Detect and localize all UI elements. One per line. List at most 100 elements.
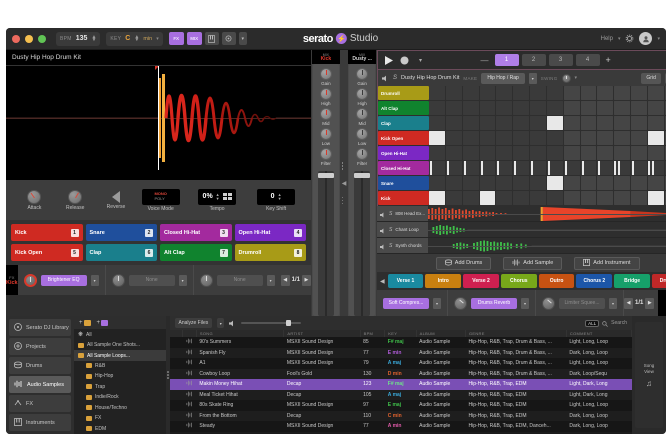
key-shift-stepper[interactable]: ▲ ▼ (277, 191, 282, 201)
tempo-value[interactable]: 0% (202, 193, 213, 200)
mixer-resize-handle[interactable]: ◀ (341, 50, 348, 316)
step-cell[interactable] (546, 176, 563, 190)
col-header-artist[interactable]: ARTIST (283, 330, 361, 337)
scene-button[interactable]: Bridge (614, 274, 650, 288)
step-row[interactable] (429, 191, 666, 205)
step-cell[interactable] (445, 86, 462, 100)
step-cell[interactable] (647, 161, 664, 175)
key-shift-display[interactable]: 0 ▲ ▼ (257, 188, 296, 205)
drum-pad[interactable]: Snare 2 (85, 224, 157, 241)
pattern-button-4[interactable]: 4 (575, 54, 600, 66)
sidebar-item-serato-dj-library[interactable]: Serato DJ Library (9, 319, 71, 336)
crate-item[interactable]: Trap (74, 382, 166, 392)
mute-icon[interactable] (380, 221, 386, 239)
fx-amount-knob[interactable] (23, 273, 37, 287)
fx-amount-knob[interactable] (454, 296, 467, 310)
step-cell[interactable] (530, 116, 546, 130)
scene-scroll-left-icon[interactable]: ◀ (380, 278, 385, 285)
fx-name[interactable]: None (216, 274, 263, 286)
audio-track-row[interactable]: S Synth chords (377, 238, 666, 254)
make-dropdown-icon[interactable]: ▾ (528, 72, 537, 84)
drum-pad[interactable]: Closed Hi-Hat 3 (160, 224, 232, 241)
step-row[interactable] (429, 146, 666, 160)
fx-amount-knob[interactable] (542, 296, 555, 310)
step-cell[interactable] (664, 101, 666, 115)
step-cell[interactable] (597, 146, 614, 160)
step-cell[interactable] (563, 161, 580, 175)
key-mode-value[interactable]: min (143, 35, 153, 42)
step-cell[interactable] (597, 101, 614, 115)
step-row[interactable] (429, 116, 666, 130)
fx-amount-knob[interactable] (111, 273, 125, 287)
fx-slot-1[interactable]: Brightener EQ ▾ (18, 265, 106, 295)
drum-pad[interactable]: Open Hi-Hat 4 (234, 224, 306, 241)
search-input[interactable]: Search (611, 320, 627, 326)
step-cell[interactable] (530, 131, 546, 145)
window-controls[interactable] (12, 34, 46, 43)
playhead[interactable] (158, 66, 159, 170)
step-cell[interactable] (479, 86, 496, 100)
master-fx-slot-3[interactable]: Limiter Squee... ▾ (536, 290, 624, 316)
fx-pager[interactable]: ◀ 1/1 ▶ (280, 274, 315, 286)
audio-track-controls[interactable]: S Chant Loop (377, 222, 428, 237)
drum-pad[interactable]: Alt Clap 7 (160, 244, 232, 261)
fx-page-prev-button[interactable]: ◀ (280, 274, 290, 286)
voice-mode-control[interactable]: MONO POLY Voice Mode (136, 188, 185, 212)
scene-button[interactable]: Verse 1 (387, 274, 424, 288)
key-stepper[interactable]: ▲ ▼ (134, 33, 140, 43)
step-cell[interactable] (614, 146, 630, 160)
table-row[interactable]: Makin Money Hihat Decap 123 F# maj Audio Sam… (169, 379, 632, 390)
step-cell[interactable] (513, 191, 529, 205)
metronome-icon[interactable]: ▾ (418, 57, 422, 64)
browser-resize-handle[interactable] (166, 316, 170, 434)
mid-eq-knob[interactable] (319, 108, 332, 120)
fx-dropdown-icon[interactable]: ▾ (90, 274, 99, 286)
fx-dropdown-icon[interactable]: ▾ (433, 297, 441, 309)
minimize-window-button[interactable] (25, 34, 33, 43)
key-control[interactable]: KEY C ▲ ▼ min ▾ (106, 31, 163, 46)
step-cell[interactable] (647, 86, 664, 100)
strip-header[interactable]: MIX Dusty ... (348, 50, 376, 64)
drum-pad[interactable]: Clap 6 (85, 244, 157, 261)
fx-dropdown-icon[interactable]: ▾ (178, 274, 187, 286)
step-cell[interactable] (530, 101, 546, 115)
step-cell[interactable] (563, 191, 580, 205)
help-chevron-icon[interactable]: ▾ (617, 35, 621, 42)
add-pattern-button[interactable]: + (605, 55, 611, 65)
step-cell[interactable] (614, 191, 630, 205)
step-cell[interactable] (614, 176, 630, 190)
reverse-icon[interactable] (111, 190, 120, 203)
col-header-bpm[interactable]: BPM (360, 330, 386, 337)
search-box[interactable]: ALL Search (585, 314, 627, 332)
crate-item[interactable]: EDM (74, 424, 166, 434)
step-cell[interactable] (462, 101, 479, 115)
tempo-sync-grid-icon[interactable] (222, 193, 232, 200)
table-body[interactable]: 90's Summers MSXII Sound Design 85 F# maj Au… (169, 337, 632, 432)
step-cell[interactable] (429, 161, 445, 175)
bpm-stepper[interactable]: ▲ ▼ (91, 33, 97, 43)
help-menu-button[interactable]: Help (600, 35, 613, 42)
step-cell[interactable] (513, 86, 529, 100)
master-fx-pager[interactable]: ◀ 1/1 ▶ (624, 297, 658, 309)
midi-keyboard-icon[interactable] (204, 32, 219, 45)
step-cell[interactable] (496, 146, 513, 160)
key-shift-control[interactable]: 0 ▲ ▼ Key Shift (249, 188, 303, 212)
master-fx-slot-2[interactable]: Drums Reverb ▾ (448, 290, 536, 316)
step-cell[interactable] (546, 116, 563, 130)
step-cell[interactable] (614, 131, 630, 145)
lane-label[interactable]: Clap (378, 116, 429, 130)
step-cell[interactable] (664, 176, 666, 190)
step-cell[interactable] (530, 146, 546, 160)
step-cell[interactable] (479, 161, 496, 175)
step-cell[interactable] (530, 191, 546, 205)
fx-target-chip[interactable]: FX Kick (6, 265, 18, 295)
crate-item[interactable]: ❋ All (74, 329, 166, 339)
clear-button[interactable]: Clear (664, 72, 666, 84)
sidebar-item-drums[interactable]: Drums (9, 357, 71, 374)
crate-item[interactable]: FX (74, 413, 166, 423)
step-cell[interactable] (429, 146, 445, 160)
waveform-display[interactable] (6, 66, 311, 170)
step-cell[interactable] (513, 116, 529, 130)
filter-knob[interactable] (356, 148, 369, 160)
audio-track-row[interactable]: S Chant Loop (377, 222, 666, 238)
